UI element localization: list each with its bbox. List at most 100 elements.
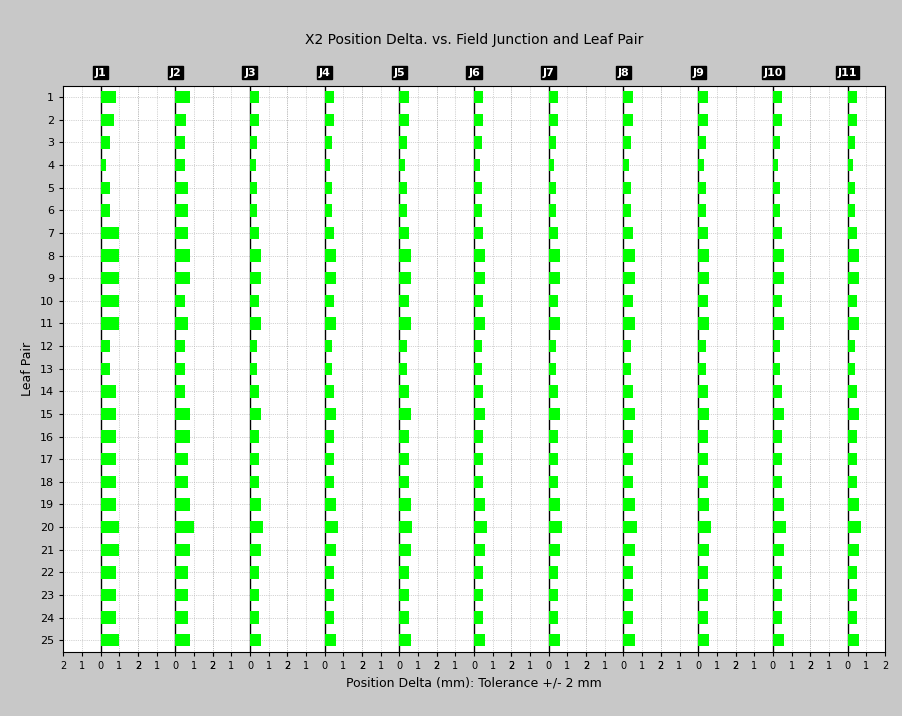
Bar [548, 91, 557, 103]
Bar [847, 566, 856, 579]
Bar [772, 136, 779, 149]
Title: X2 Position Delta. vs. Field Junction and Leaf Pair: X2 Position Delta. vs. Field Junction an… [305, 33, 642, 47]
Text: J6: J6 [467, 67, 480, 77]
Bar [548, 362, 556, 375]
Bar [175, 385, 184, 397]
Bar [548, 204, 556, 216]
Bar [847, 91, 856, 103]
Bar [250, 159, 255, 171]
Text: J4: J4 [318, 67, 330, 77]
Bar [250, 249, 261, 262]
Bar [175, 362, 184, 375]
Bar [847, 182, 854, 194]
Bar [548, 385, 557, 397]
Bar [399, 385, 409, 397]
Bar [399, 227, 409, 239]
Bar [622, 340, 630, 352]
Bar [697, 295, 707, 307]
Bar [175, 136, 184, 149]
Bar [325, 159, 330, 171]
Bar [325, 475, 334, 488]
Bar [847, 340, 854, 352]
Text: J1: J1 [95, 67, 106, 77]
Bar [250, 136, 257, 149]
Bar [325, 498, 336, 511]
Bar [325, 340, 332, 352]
Bar [474, 385, 483, 397]
Bar [399, 408, 410, 420]
Bar [772, 114, 781, 126]
Bar [325, 385, 334, 397]
Bar [175, 521, 194, 533]
Bar [772, 91, 781, 103]
Bar [772, 362, 779, 375]
Bar [100, 521, 119, 533]
Y-axis label: Leaf Pair: Leaf Pair [22, 342, 34, 396]
Bar [697, 227, 707, 239]
Bar [548, 317, 559, 329]
Bar [697, 91, 707, 103]
Bar [474, 362, 481, 375]
Bar [548, 566, 557, 579]
Bar [399, 634, 410, 647]
Bar [847, 317, 858, 329]
Bar [548, 521, 561, 533]
Bar [622, 295, 632, 307]
Bar [175, 272, 190, 284]
Bar [399, 611, 409, 624]
Bar [697, 249, 709, 262]
Bar [548, 340, 556, 352]
Bar [847, 227, 856, 239]
Bar [399, 453, 409, 465]
Bar [847, 362, 854, 375]
Bar [772, 408, 783, 420]
Text: J9: J9 [692, 67, 704, 77]
Bar [175, 498, 190, 511]
Bar [474, 114, 483, 126]
Bar [474, 340, 481, 352]
Bar [847, 589, 856, 601]
Bar [772, 589, 781, 601]
Bar [772, 475, 781, 488]
Bar [772, 634, 783, 647]
Bar [772, 227, 781, 239]
Bar [325, 430, 334, 442]
Bar [175, 159, 184, 171]
Bar [250, 634, 261, 647]
Bar [847, 430, 856, 442]
Bar [325, 317, 336, 329]
Bar [622, 362, 630, 375]
Bar [548, 543, 559, 556]
Bar [250, 227, 259, 239]
Bar [325, 589, 334, 601]
Bar [175, 408, 190, 420]
Bar [474, 589, 483, 601]
Bar [772, 249, 783, 262]
Bar [325, 362, 332, 375]
Bar [847, 385, 856, 397]
Bar [548, 136, 556, 149]
Bar [474, 611, 483, 624]
Bar [325, 408, 336, 420]
Bar [548, 498, 559, 511]
Bar [772, 272, 783, 284]
Bar [175, 453, 189, 465]
Bar [100, 362, 110, 375]
Bar [250, 385, 259, 397]
Bar [399, 114, 409, 126]
Bar [697, 340, 704, 352]
Bar [250, 408, 261, 420]
Bar [474, 543, 484, 556]
Bar [100, 385, 115, 397]
Bar [100, 295, 119, 307]
Bar [250, 272, 261, 284]
Bar [772, 566, 781, 579]
Bar [250, 475, 259, 488]
Bar [772, 543, 783, 556]
Bar [697, 204, 704, 216]
X-axis label: Position Delta (mm): Tolerance +/- 2 mm: Position Delta (mm): Tolerance +/- 2 mm [345, 676, 602, 689]
Bar [474, 249, 484, 262]
Bar [622, 91, 632, 103]
Bar [250, 340, 257, 352]
Bar [250, 182, 257, 194]
